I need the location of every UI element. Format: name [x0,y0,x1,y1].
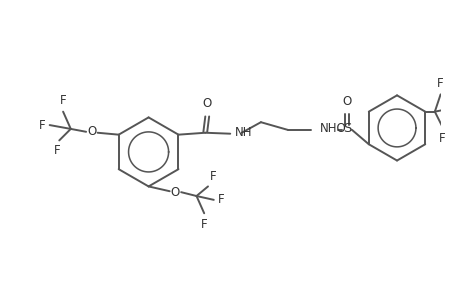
Text: F: F [457,101,459,114]
Text: NHO: NHO [319,122,345,135]
Text: F: F [209,169,216,183]
Text: O: O [342,95,351,108]
Text: O: O [202,97,212,110]
Text: F: F [60,94,66,107]
Text: F: F [54,144,61,157]
Text: F: F [217,193,224,206]
Text: S: S [342,122,351,135]
Text: F: F [201,218,207,231]
Text: F: F [437,76,443,90]
Text: O: O [170,186,179,199]
Text: F: F [39,118,46,132]
Text: NH: NH [235,126,252,139]
Text: O: O [87,125,96,138]
Text: F: F [438,132,445,145]
